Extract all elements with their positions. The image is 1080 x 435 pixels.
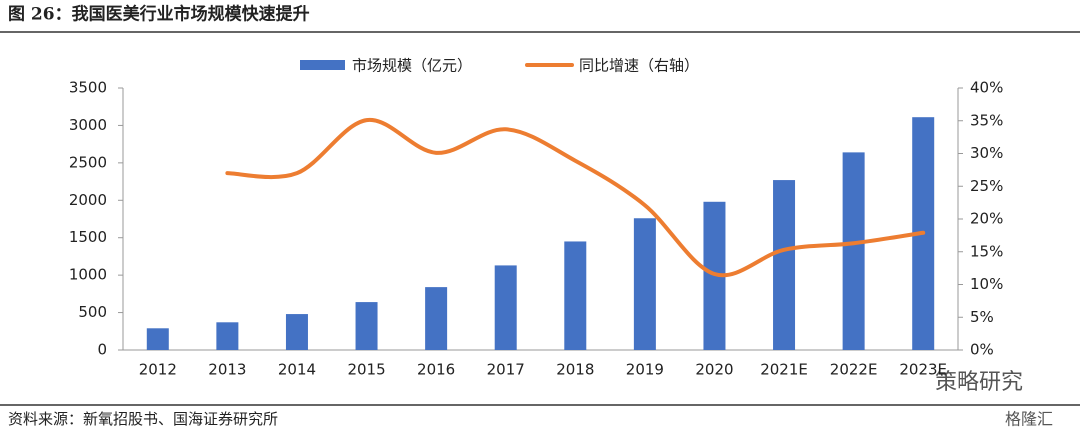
bar (355, 302, 378, 350)
line (225, 118, 926, 278)
x-tick-label: 2018 (556, 361, 594, 379)
legend-label: 市场规模（亿元） (352, 57, 472, 75)
watermark: 策略研究 (935, 370, 1023, 395)
y2-tick-label: 35% (970, 111, 1003, 129)
x-tick-label: 2015 (347, 361, 385, 379)
bar (285, 314, 308, 350)
y2-tick-label: 30% (970, 144, 1003, 162)
bar (564, 241, 587, 350)
x-tick-label: 2019 (626, 361, 664, 379)
y-tick-label: 1000 (69, 266, 107, 284)
y-tick-label: 2500 (69, 153, 107, 171)
y-tick-label: 0 (97, 341, 107, 359)
y2-tick-label: 40% (970, 79, 1003, 97)
legend-label: 同比增速（右轴） (579, 57, 699, 75)
bar (773, 180, 796, 350)
y-tick-label: 500 (78, 303, 107, 321)
legend-swatch (300, 60, 345, 70)
watermark: 格隆汇 (1005, 410, 1053, 429)
y2-tick-label: 25% (970, 177, 1003, 195)
bar (494, 265, 517, 350)
bar (146, 328, 169, 350)
y-tick-label: 3500 (69, 79, 107, 97)
y2-tick-label: 0% (970, 341, 994, 359)
y2-tick-label: 10% (970, 275, 1003, 293)
y-tick-label: 3000 (69, 116, 107, 134)
source: 资料来源：新氧招股书、国海证券研究所 (8, 410, 278, 428)
x-tick-label: 2021E (760, 361, 808, 379)
y2-tick-label: 20% (970, 210, 1003, 228)
x-tick-label: 2022E (830, 361, 878, 379)
y2-tick-label: 15% (970, 242, 1003, 260)
x-tick-label: 2013 (208, 361, 246, 379)
bar (633, 218, 656, 350)
bar (425, 287, 448, 350)
bar (216, 322, 239, 350)
bar (842, 152, 865, 350)
chart-title: 图 26：我国医美行业市场规模快速提升 (8, 4, 310, 25)
x-tick-label: 2016 (417, 361, 455, 379)
x-tick-label: 2023E (899, 361, 947, 379)
x-tick-label: 2020 (695, 361, 733, 379)
x-tick-label: 2012 (139, 361, 177, 379)
y-tick-label: 2000 (69, 191, 107, 209)
x-tick-label: 2014 (278, 361, 316, 379)
x-tick-label: 2017 (487, 361, 525, 379)
y-tick-label: 1500 (69, 228, 107, 246)
y2-tick-label: 5% (970, 308, 994, 326)
